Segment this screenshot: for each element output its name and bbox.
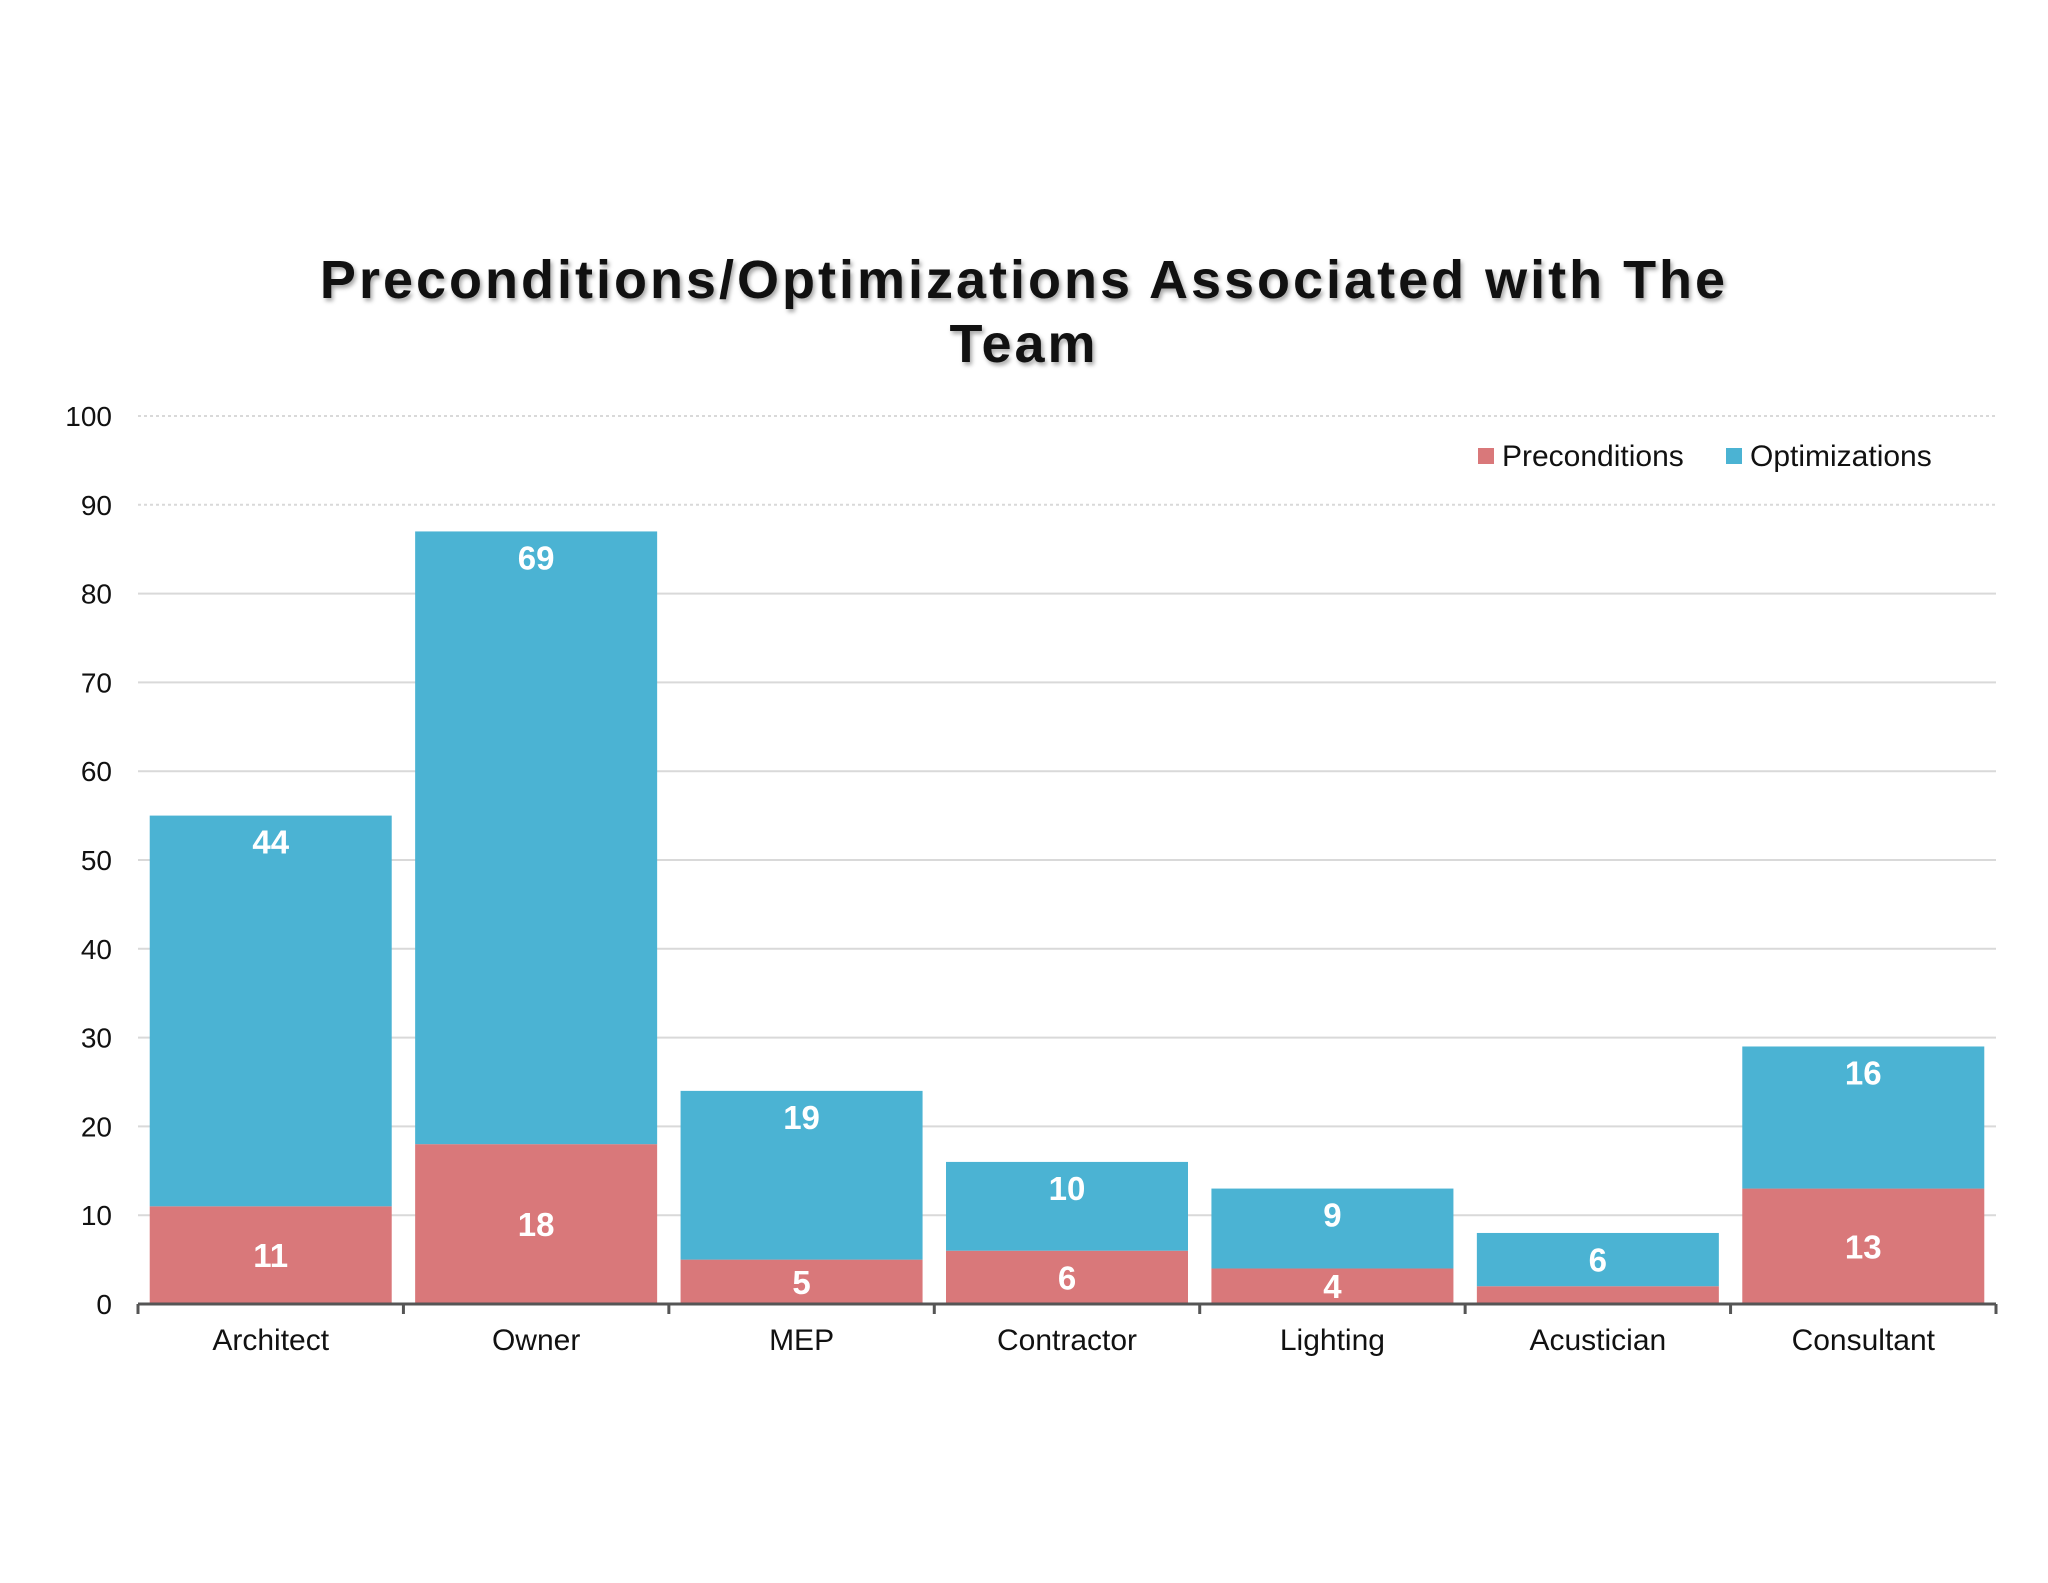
bar-optimizations-contractor: [946, 1161, 1188, 1251]
legend-label: Optimizations: [1750, 440, 1932, 473]
data-label: 44: [252, 824, 289, 861]
chart-title-line-1: Preconditions/Optimizations Associated w…: [319, 250, 1729, 310]
category-label: Consultant: [1792, 1324, 1936, 1357]
bar-optimizations-lighting: [1211, 1188, 1454, 1269]
y-tick-label: 90: [81, 490, 112, 521]
chart-title-line-2: Team: [949, 314, 1099, 374]
y-tick-label: 50: [81, 845, 112, 876]
category-label: Owner: [492, 1324, 580, 1357]
category-label: Lighting: [1280, 1324, 1385, 1357]
bar-preconditions-contractor: [946, 1250, 1188, 1304]
data-label: 18: [518, 1206, 555, 1243]
bar-preconditions-consultant: [1742, 1188, 1985, 1304]
y-tick-label: 100: [65, 401, 112, 432]
data-label: 6: [1589, 1242, 1607, 1279]
legend-swatch-optimizations: [1726, 448, 1742, 464]
y-tick-label: 30: [81, 1023, 112, 1054]
bar-preconditions-owner: [415, 1144, 658, 1304]
data-label: 9: [1323, 1197, 1341, 1234]
bar-preconditions-acustician: [1476, 1286, 1719, 1304]
category-label: Architect: [212, 1324, 329, 1357]
data-label: 10: [1049, 1170, 1086, 1207]
bar-optimizations-mep: [680, 1090, 923, 1260]
data-label: 11: [253, 1237, 288, 1274]
y-tick-label: 40: [81, 934, 112, 965]
bar-optimizations-architect: [149, 815, 392, 1207]
category-label: Contractor: [997, 1324, 1137, 1357]
y-tick-label: 10: [81, 1200, 112, 1231]
legend-label: Preconditions: [1502, 440, 1684, 473]
bar-preconditions-mep: [680, 1259, 923, 1304]
data-label: 69: [518, 539, 555, 576]
legend-swatch-preconditions: [1478, 448, 1494, 464]
x-axis: [136, 1302, 1998, 1314]
legend: Preconditions Optimizations: [1478, 440, 1932, 473]
category-label: Acustician: [1529, 1324, 1666, 1357]
y-tick-label: 20: [81, 1111, 112, 1142]
data-labels: 11 44 18 69 5 19 6 10 4 9 6 13 16: [252, 539, 1881, 1305]
y-tick-label: 60: [81, 756, 112, 787]
category-label: MEP: [769, 1324, 834, 1357]
category-labels: Architect Owner MEP Contractor Lighting Acust…: [212, 1324, 1935, 1357]
data-label: 19: [783, 1099, 820, 1136]
data-label: 6: [1058, 1259, 1076, 1296]
bars: [149, 531, 1985, 1304]
y-tick-label: 0: [96, 1289, 112, 1320]
chart-title: Preconditions/Optimizations Associated w…: [0, 248, 2048, 376]
bar-optimizations-consultant: [1742, 1046, 1985, 1189]
data-label: 5: [792, 1264, 810, 1301]
data-label: 16: [1845, 1054, 1882, 1091]
data-label: 13: [1845, 1228, 1882, 1265]
bar-preconditions-architect: [149, 1206, 392, 1304]
y-axis-ticks: 0 10 20 30 40 50 60 70 80 90 100: [65, 401, 112, 1320]
bar-optimizations-owner: [415, 531, 658, 1145]
bar-preconditions-lighting: [1211, 1268, 1454, 1304]
data-label: 4: [1323, 1268, 1342, 1305]
y-tick-label: 80: [81, 579, 112, 610]
y-tick-label: 70: [81, 667, 112, 698]
bar-optimizations-acustician: [1476, 1232, 1719, 1287]
